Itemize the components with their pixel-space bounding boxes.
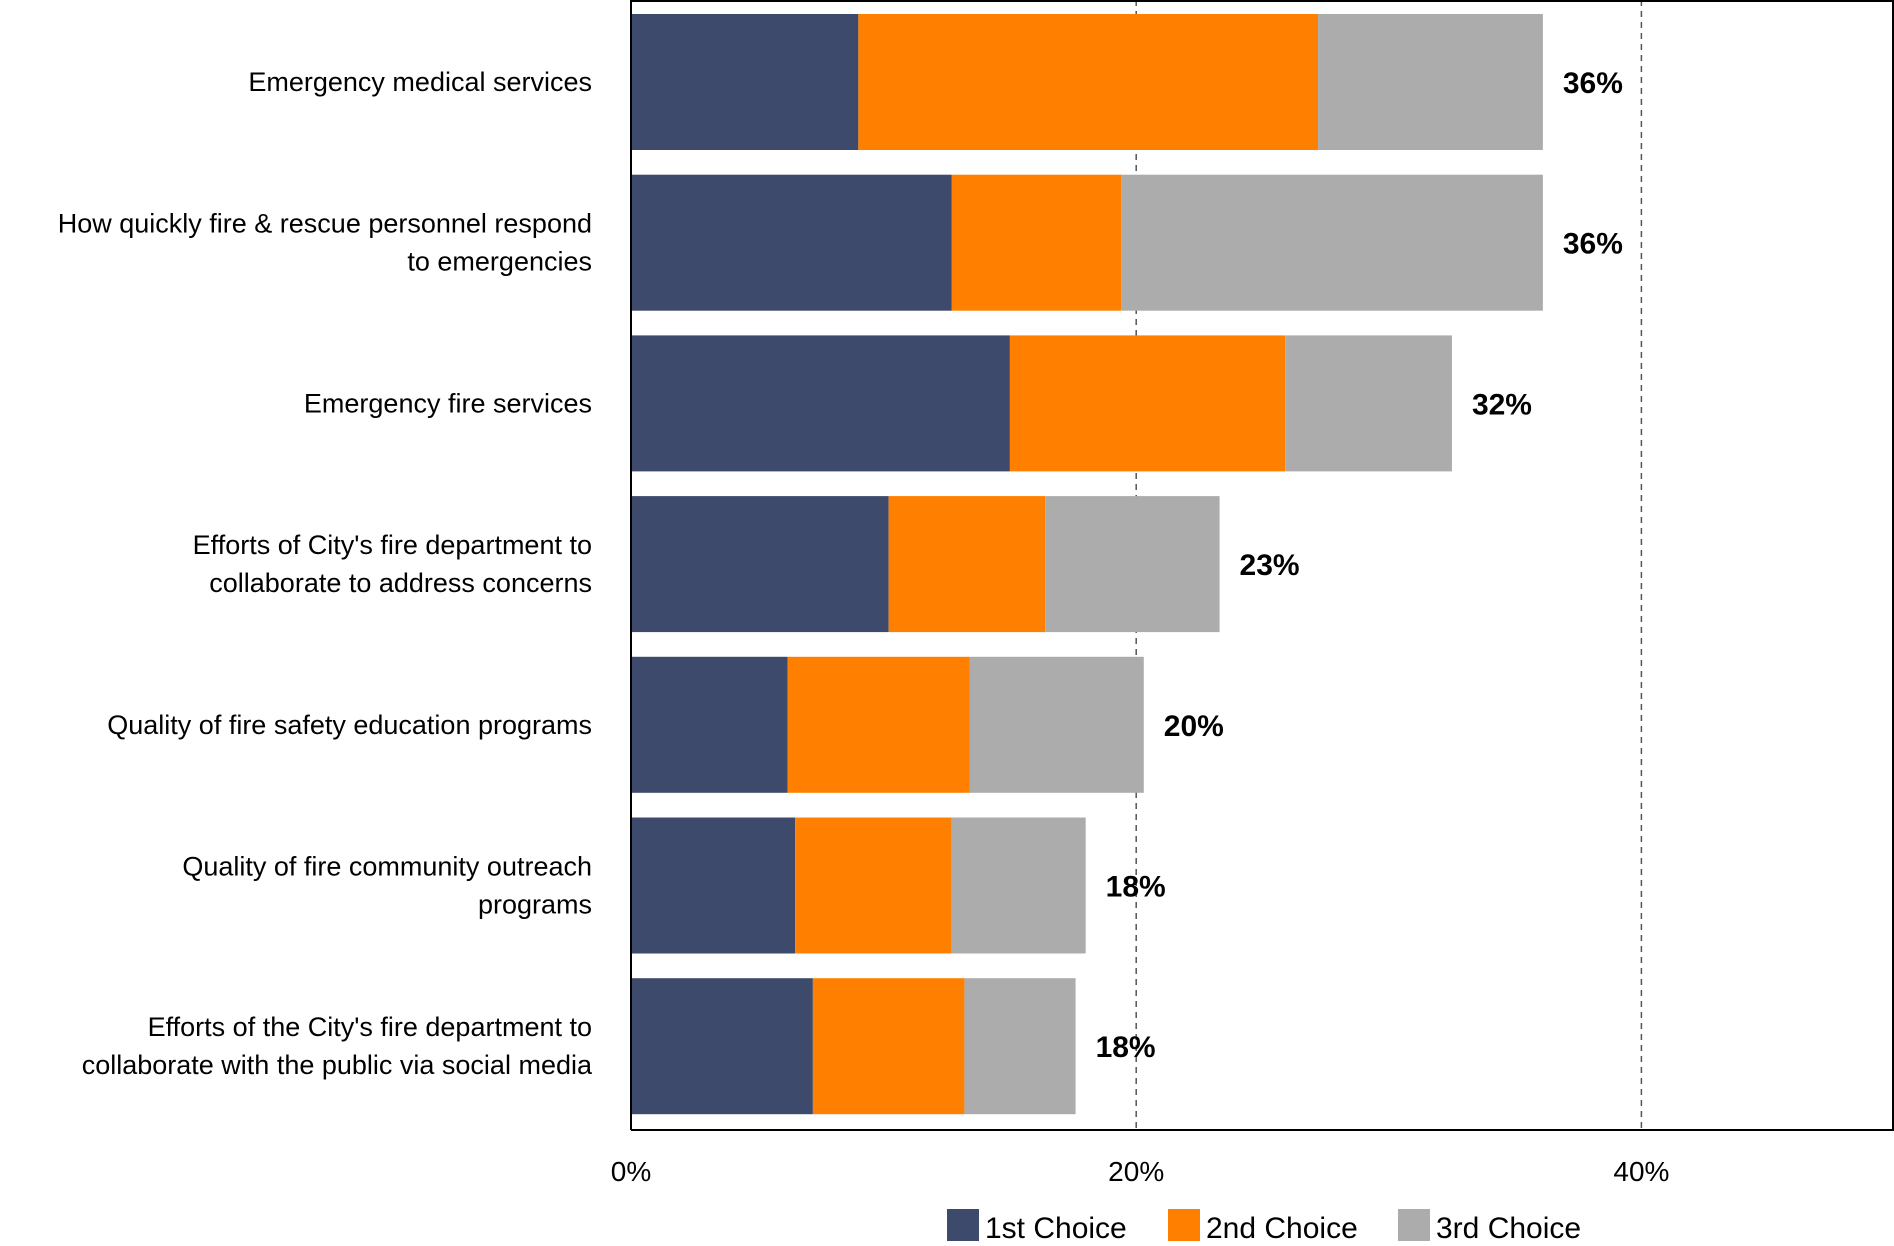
category-label-row-6-line-2: programs bbox=[478, 890, 592, 920]
legend-label-1: 1st Choice bbox=[985, 1212, 1127, 1241]
category-label-row-3: Emergency fire services bbox=[304, 388, 592, 418]
x-tick-label-40: 40% bbox=[1613, 1156, 1669, 1187]
bar-1-row-2 bbox=[631, 174, 952, 311]
bar-3-row-7 bbox=[964, 978, 1076, 1115]
bar-2-row-7 bbox=[812, 978, 965, 1115]
legend-swatch-2 bbox=[1168, 1209, 1200, 1241]
bar-2-row-1 bbox=[858, 14, 1319, 150]
x-tick-label-0: 0% bbox=[611, 1156, 651, 1187]
total-label-row-6: 18% bbox=[1106, 871, 1166, 904]
bar-1-row-4 bbox=[631, 496, 889, 633]
category-label-row-5: Quality of fire safety education program… bbox=[107, 710, 592, 740]
bar-1-row-3 bbox=[631, 335, 1010, 472]
bar-1-row-6 bbox=[631, 817, 796, 954]
legend-label-3: 3rd Choice bbox=[1436, 1212, 1581, 1241]
bar-2-row-3 bbox=[1009, 335, 1286, 472]
total-label-row-7: 18% bbox=[1096, 1031, 1156, 1064]
bar-3-row-2 bbox=[1121, 174, 1543, 311]
total-label-row-2: 36% bbox=[1563, 228, 1623, 261]
bar-3-row-1 bbox=[1318, 14, 1543, 150]
legend-swatch-3 bbox=[1398, 1209, 1430, 1241]
total-label-row-5: 20% bbox=[1164, 710, 1224, 743]
bar-3-row-3 bbox=[1285, 335, 1452, 472]
bar-3-row-4 bbox=[1045, 496, 1220, 633]
category-label-row-6-line-1: Quality of fire community outreach bbox=[182, 852, 592, 882]
x-tick-label-20: 20% bbox=[1108, 1156, 1164, 1187]
category-label-row-7-line-1: Efforts of the City's fire department to bbox=[148, 1012, 592, 1042]
total-label-row-4: 23% bbox=[1240, 549, 1300, 582]
category-label-row-2-line-2: to emergencies bbox=[407, 247, 592, 277]
total-label-row-3: 32% bbox=[1472, 388, 1532, 421]
bar-2-row-6 bbox=[795, 817, 952, 954]
category-label-row-1: Emergency medical services bbox=[248, 67, 592, 97]
bar-2-row-5 bbox=[787, 656, 970, 793]
category-label-row-4-line-2: collaborate to address concerns bbox=[209, 568, 592, 598]
bar-2-row-2 bbox=[951, 174, 1122, 311]
legend-swatch-1 bbox=[947, 1209, 979, 1241]
category-label-row-7-line-2: collaborate with the public via social m… bbox=[82, 1050, 593, 1080]
category-label-row-2-line-1: How quickly fire & rescue personnel resp… bbox=[58, 209, 592, 239]
bar-3-row-5 bbox=[969, 656, 1144, 793]
category-label-row-4-line-1: Efforts of City's fire department to bbox=[193, 530, 592, 560]
bar-1-row-7 bbox=[631, 978, 813, 1115]
total-label-row-1: 36% bbox=[1563, 67, 1623, 100]
bar-1-row-1 bbox=[631, 14, 859, 150]
bar-3-row-6 bbox=[951, 817, 1086, 954]
bar-1-row-5 bbox=[631, 656, 788, 793]
bar-2-row-4 bbox=[888, 496, 1046, 633]
legend-label-2: 2nd Choice bbox=[1206, 1212, 1358, 1241]
